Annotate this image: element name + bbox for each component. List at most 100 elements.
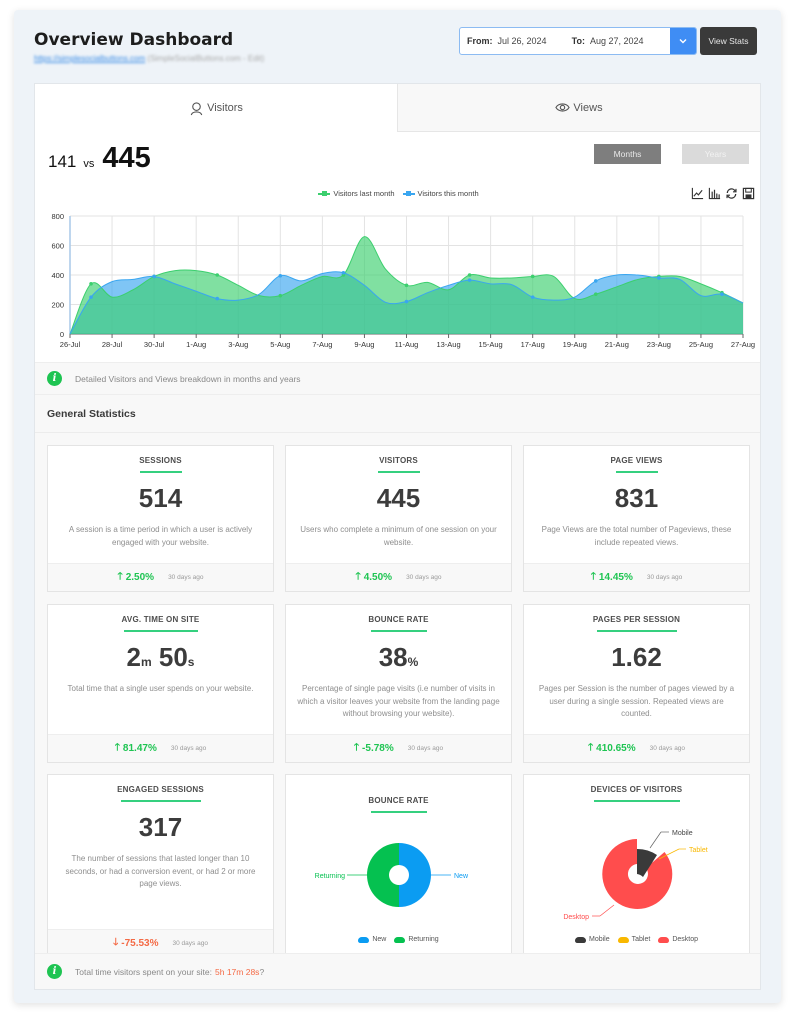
delta-value: 410.65% (596, 743, 636, 754)
stat-period: 30 days ago (170, 745, 207, 752)
stat-delta: 🡑 -5.78% (354, 740, 394, 757)
vs-label: vs (83, 158, 95, 170)
legend-returning[interactable]: Returning (394, 936, 439, 943)
stat-description: Page Views are the total number of Pagev… (541, 525, 732, 547)
legend-swatch-icon (617, 936, 629, 943)
svg-text:Mobile: Mobile (672, 830, 693, 837)
stat-title: PAGE VIEWS (610, 456, 663, 465)
bar-chart-icon[interactable] (708, 187, 721, 200)
bounce-rate-pie-chart[interactable]: New Returning (286, 825, 513, 925)
svg-text:800: 800 (51, 212, 64, 221)
svg-text:Returning: Returning (315, 873, 345, 880)
stat-footer: 🡑 2.50% 30 days ago (48, 563, 273, 591)
from-date[interactable]: From: Jul 26, 2024 (467, 36, 572, 46)
stat-underline (370, 811, 427, 813)
stat-underline (593, 800, 680, 802)
svg-text:1-Aug: 1-Aug (186, 340, 206, 349)
stat-underline (120, 800, 201, 802)
to-label: To: (571, 36, 585, 46)
user-icon (190, 101, 203, 115)
chevron-down-icon (679, 39, 687, 44)
bounce-value: 38 (378, 642, 408, 672)
date-range-picker[interactable]: From: Jul 26, 2024 To: Aug 27, 2024 (459, 27, 697, 55)
arrow-up-icon: 🡑 (114, 742, 120, 753)
delta-value: 4.50% (363, 572, 393, 583)
view-stats-button[interactable]: View Stats (700, 27, 757, 55)
chart-legend: Visitors last month Visitors this month (35, 189, 762, 198)
legend-new[interactable]: New (358, 936, 386, 943)
tabs: Visitors Views (35, 84, 760, 132)
years-button[interactable]: Years (682, 144, 749, 164)
stat-underline (370, 630, 427, 632)
info-icon: i (47, 964, 62, 979)
svg-text:26-Jul: 26-Jul (60, 340, 81, 349)
stat-description: A session is a time period in which a us… (68, 525, 253, 547)
svg-text:9-Aug: 9-Aug (354, 340, 374, 349)
devices-pie-legend: Mobile Tablet Desktop (524, 936, 749, 943)
total-time-note: i Total time visitors spent on your site… (35, 953, 760, 989)
percent-unit: % (407, 655, 419, 669)
svg-text:New: New (454, 873, 469, 880)
total-time-value: 5h 17m 28s (215, 966, 260, 977)
stat-underline (596, 630, 677, 632)
legend-swatch-icon (658, 936, 670, 943)
stat-value: 831 (614, 483, 659, 513)
stat-delta: 🡑 2.50% (118, 569, 155, 586)
legend-swatch-icon (358, 936, 370, 943)
stat-description: Percentage of single page visits (i.e nu… (297, 684, 500, 718)
site-link[interactable]: https://simplesocialbuttons.com (34, 54, 146, 63)
legend-tablet[interactable]: Tablet (617, 936, 651, 943)
legend-label: Returning (408, 936, 439, 943)
stat-footer: 🡑 4.50% 30 days ago (286, 563, 511, 591)
save-icon[interactable] (742, 187, 755, 200)
stat-underline (123, 630, 198, 632)
stat-title: BOUNCE RATE (368, 796, 429, 805)
stat-underline (377, 471, 420, 473)
to-date[interactable]: To: Aug 27, 2024 (572, 36, 671, 46)
arrow-up-icon: 🡑 (353, 742, 360, 753)
info-icon: i (47, 371, 62, 386)
minutes-value: 2 (126, 642, 141, 672)
stat-delta: 🡑 4.50% (356, 569, 393, 586)
legend-swatch-icon (394, 936, 406, 943)
refresh-icon[interactable] (725, 187, 738, 200)
info-note-text: Detailed Visitors and Views breakdown in… (75, 373, 301, 384)
legend-label: Tablet (631, 936, 651, 943)
stat-footer: 🡑 14.45% 30 days ago (524, 563, 749, 591)
tab-visitors[interactable]: Visitors (35, 84, 397, 132)
current-visitors: 445 (102, 142, 151, 174)
stat-card-avg-time: AVG. TIME ON SITE 2m 50s Total time that… (47, 604, 274, 763)
stat-delta: 🡑 14.45% (591, 569, 633, 586)
stat-delta: 🡑 81.47% (115, 740, 157, 757)
stat-title: BOUNCE RATE (368, 615, 429, 624)
svg-text:400: 400 (51, 271, 64, 280)
date-dropdown-button[interactable] (670, 28, 696, 54)
stat-delta: 🡑 410.65% (588, 740, 636, 757)
legend-desktop[interactable]: Desktop (658, 936, 698, 943)
stat-underline (139, 471, 182, 473)
svg-text:200: 200 (51, 301, 64, 310)
stat-description: Total time that a single user spends on … (67, 684, 254, 693)
tab-views[interactable]: Views (397, 84, 760, 132)
devices-pie-chart[interactable]: Mobile Tablet Desktop (524, 815, 751, 925)
svg-text:27-Aug: 27-Aug (731, 340, 755, 349)
line-chart-icon[interactable] (691, 187, 704, 200)
legend-mobile[interactable]: Mobile (575, 936, 610, 943)
delta-value: -75.53% (121, 938, 159, 949)
stat-delta: 🡓 -75.53% (113, 935, 158, 952)
svg-text:23-Aug: 23-Aug (647, 340, 671, 349)
visitors-area-chart[interactable]: 0 200 400 600 800 26-Jul 28-Jul 30-Jul 1-Aug 3-Au… (43, 206, 758, 351)
stat-period: 30 days ago (649, 745, 686, 752)
months-button[interactable]: Months (594, 144, 661, 164)
legend-this-month[interactable]: Visitors this month (402, 189, 479, 198)
chart-info-note: i Detailed Visitors and Views breakdown … (35, 362, 760, 395)
dashboard-window: Overview Dashboard https://simplesocialb… (14, 10, 781, 1003)
arrow-up-icon: 🡑 (587, 742, 594, 753)
general-statistics-title: General Statistics (35, 395, 760, 433)
stat-footer: 🡑 81.47% 30 days ago (48, 734, 273, 762)
to-value: Aug 27, 2024 (589, 36, 644, 46)
stat-period: 30 days ago (646, 574, 683, 581)
stat-underline (615, 471, 658, 473)
legend-last-month[interactable]: Visitors last month (318, 189, 395, 198)
stat-footer: 🡓 -75.53% 30 days ago (48, 929, 273, 957)
